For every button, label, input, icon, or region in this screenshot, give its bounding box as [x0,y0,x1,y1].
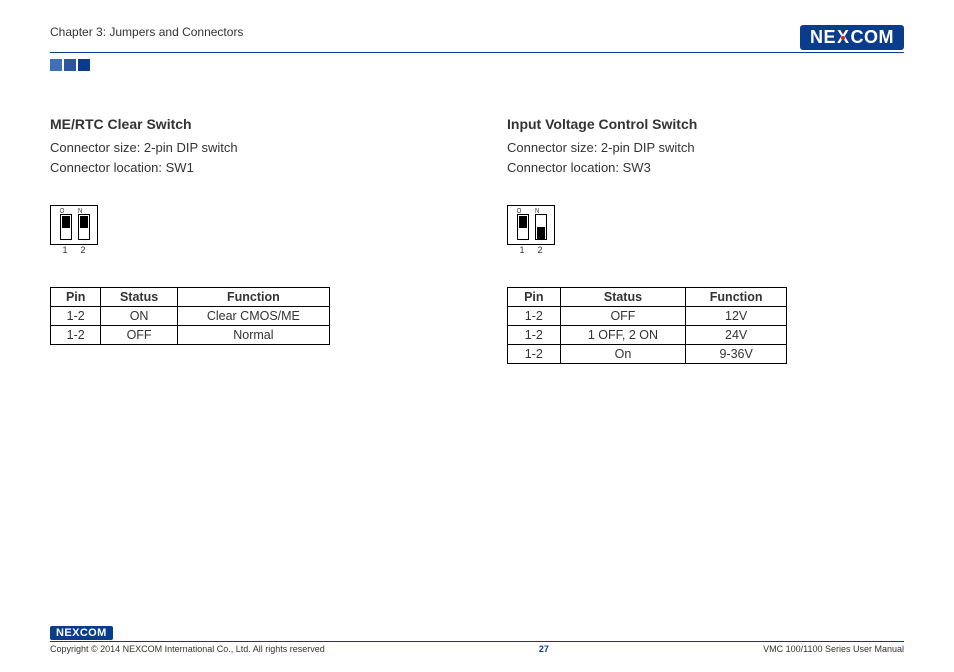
copyright-text: Copyright © 2014 NEXCOM International Co… [50,644,325,654]
th-function: Function [686,288,787,307]
page-number: 27 [539,644,549,654]
th-status: Status [101,288,177,307]
dip-switch-sw1: O N 1 2 [50,205,98,255]
dip-knob-1 [519,216,527,228]
decorative-squares [50,59,904,71]
left-column: ME/RTC Clear Switch Connector size: 2-pi… [50,116,447,364]
nexcom-logo-top: NEXCOM [800,25,904,50]
dip-slot-2 [535,214,547,240]
th-pin: Pin [508,288,561,307]
dip-num-1: 1 [62,245,67,255]
page-header: Chapter 3: Jumpers and Connectors NEXCOM [50,25,904,53]
left-connector-size: Connector size: 2-pin DIP switch [50,138,447,158]
table-row: 1-2 ON Clear CMOS/ME [51,307,330,326]
right-section-title: Input Voltage Control Switch [507,116,904,132]
th-status: Status [560,288,686,307]
page-footer: NEXCOM Copyright © 2014 NEXCOM Internati… [50,624,904,654]
dip-slot-2 [78,214,90,240]
dip-slot-1 [517,214,529,240]
left-section-title: ME/RTC Clear Switch [50,116,447,132]
dip-knob-2 [537,227,545,239]
dip-knob-1 [62,216,70,228]
chapter-title: Chapter 3: Jumpers and Connectors [50,25,243,39]
right-column: Input Voltage Control Switch Connector s… [507,116,904,364]
table-row: 1-2 OFF Normal [51,326,330,345]
dip-knob-2 [80,216,88,228]
table-row: 1-2 OFF 12V [508,307,787,326]
dip-switch-sw3: O N 1 2 [507,205,555,255]
th-pin: Pin [51,288,101,307]
dip-num-2: 2 [537,245,542,255]
th-function: Function [177,288,329,307]
dip-num-2: 2 [80,245,85,255]
manual-title: VMC 100/1100 Series User Manual [763,644,904,654]
table-row: 1-2 On 9-36V [508,345,787,364]
left-pin-table: Pin Status Function 1-2 ON Clear CMOS/ME… [50,287,330,345]
dip-num-1: 1 [519,245,524,255]
right-pin-table: Pin Status Function 1-2 OFF 12V 1-2 1 OF… [507,287,787,364]
right-connector-size: Connector size: 2-pin DIP switch [507,138,904,158]
table-row: 1-2 1 OFF, 2 ON 24V [508,326,787,345]
nexcom-logo-bottom: NEXCOM [50,626,113,640]
right-connector-location: Connector location: SW3 [507,158,904,178]
dip-slot-1 [60,214,72,240]
left-connector-location: Connector location: SW1 [50,158,447,178]
